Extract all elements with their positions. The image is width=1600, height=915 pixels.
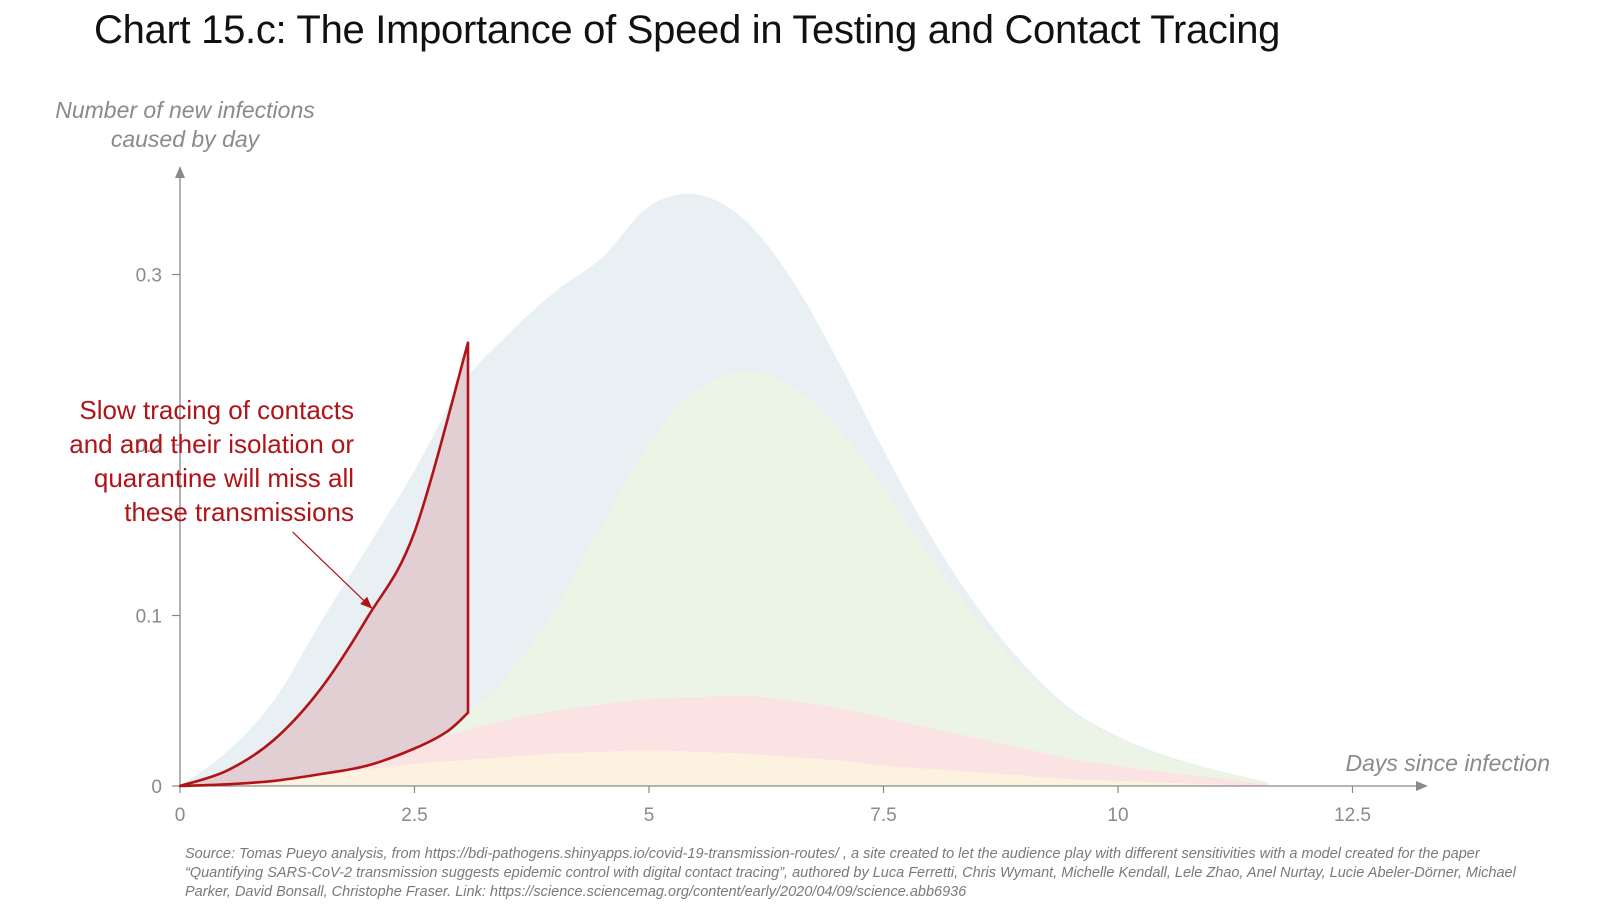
- chart-title: Chart 15.c: The Importance of Speed in T…: [94, 8, 1281, 52]
- annotation-arrow: [292, 531, 373, 610]
- arrow-head: [360, 596, 373, 609]
- x-axis-arrowhead: [1416, 781, 1428, 791]
- y-tick-label: 0: [151, 777, 162, 798]
- arrow-line: [292, 531, 373, 610]
- series-area: [180, 371, 1269, 786]
- annotation-line: Slow tracing of contacts: [79, 395, 354, 425]
- y-axis-label-line: caused by day: [110, 126, 260, 152]
- y-tick-label: 0.1: [136, 607, 162, 628]
- x-axis-label: Days since infection: [1345, 750, 1550, 776]
- x-tick-label: 10: [1107, 805, 1128, 826]
- y-axis-label-line: Number of new infections: [55, 97, 315, 123]
- x-tick-label: 7.5: [870, 805, 896, 826]
- source-note: Source: Tomas Pueyo analysis, from https…: [185, 845, 1595, 902]
- highlight-outline: [178, 341, 470, 788]
- highlight-region: [178, 341, 470, 788]
- y-tick-label: 0.2: [136, 436, 162, 457]
- source-line: “Quantifying SARS-CoV-2 transmission sug…: [185, 865, 1516, 881]
- highlight-fill: [180, 342, 468, 786]
- source-line: Parker, David Bonsall, Christophe Fraser…: [185, 884, 967, 900]
- x-tick-label: 2.5: [401, 805, 427, 826]
- annotation-line: these transmissions: [124, 497, 354, 527]
- series-area: [180, 750, 1269, 786]
- x-tick-label: 12.5: [1334, 805, 1371, 826]
- annotation-line: quarantine will miss all: [93, 463, 354, 493]
- annotation-line: and and their isolation or: [69, 429, 354, 459]
- y-tick-label: 0.3: [136, 266, 162, 287]
- axes: 0 2.5 5 7.5 10 12.5 0 0.1 0.2 0.3: [136, 166, 1428, 826]
- x-tick-label: 0: [175, 805, 186, 826]
- x-tick-label: 5: [644, 805, 655, 826]
- y-axis-label: Number of new infections caused by day: [30, 96, 340, 154]
- annotation-text: Slow tracing of contacts and and their i…: [30, 393, 354, 529]
- source-line: Source: Tomas Pueyo analysis, from https…: [185, 846, 1480, 862]
- y-axis-arrowhead: [175, 166, 185, 178]
